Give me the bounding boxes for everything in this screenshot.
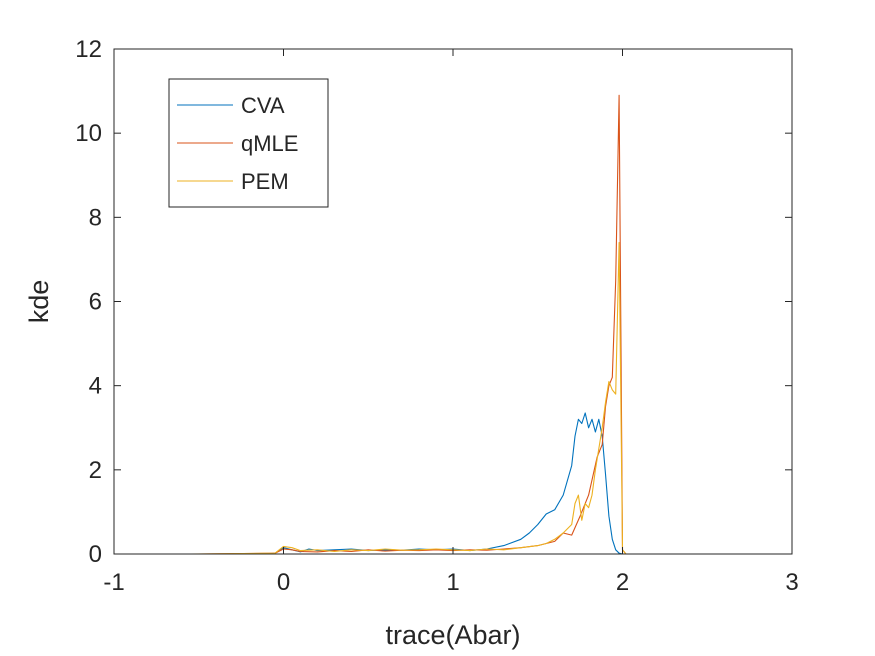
x-tick-label: -1	[103, 569, 124, 596]
y-tick-label: 4	[89, 373, 102, 400]
series-line-pem	[190, 242, 708, 555]
y-tick-label: 6	[89, 289, 102, 316]
series-layer	[181, 94, 708, 555]
x-tick-label: 2	[616, 569, 629, 596]
y-axis-label: kde	[24, 280, 54, 324]
y-tick-label: 12	[75, 36, 102, 63]
legend-label-qmle: qMLE	[241, 131, 298, 156]
y-tick-label: 2	[89, 457, 102, 484]
y-tick-label: 8	[89, 204, 102, 231]
legend: CVA qMLE PEM	[168, 78, 329, 208]
y-tick-label: 10	[75, 120, 102, 147]
legend-label-cva: CVA	[241, 93, 285, 118]
legend-label-pem: PEM	[241, 169, 289, 194]
x-tick-label: 3	[785, 569, 798, 596]
x-tick-label: 1	[446, 569, 459, 596]
x-axis-label: trace(Abar)	[385, 620, 520, 650]
y-tick-label: 0	[89, 541, 102, 568]
x-tick-label: 0	[277, 569, 290, 596]
